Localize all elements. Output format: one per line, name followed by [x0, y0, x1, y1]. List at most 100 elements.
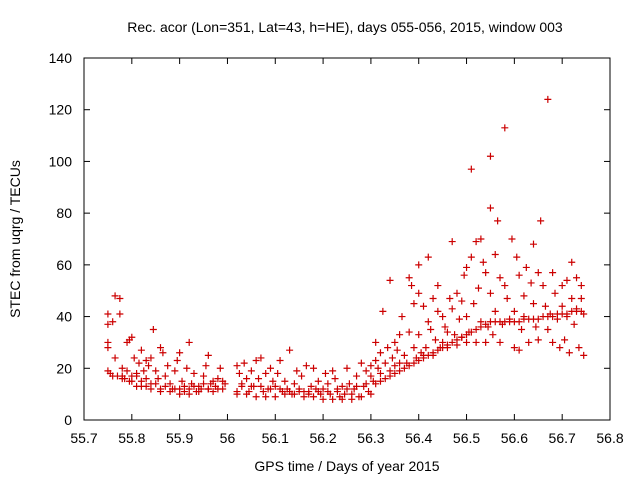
data-point	[219, 377, 227, 385]
data-point	[558, 282, 566, 290]
data-point	[486, 289, 494, 297]
data-point	[534, 336, 542, 344]
data-point	[501, 282, 509, 290]
plot-frame	[83, 57, 611, 421]
data-point	[434, 307, 442, 315]
x-axis-label: GPS time / Days of year 2015	[254, 458, 439, 474]
data-point	[252, 393, 260, 401]
data-point	[424, 318, 432, 326]
data-point	[534, 269, 542, 277]
data-point	[204, 385, 212, 393]
data-point	[149, 326, 157, 333]
data-point	[405, 362, 413, 370]
y-tick-label: 60	[56, 257, 72, 273]
data-point	[515, 271, 523, 279]
data-point	[491, 251, 499, 259]
data-point	[243, 390, 251, 398]
data-point	[178, 377, 186, 385]
data-point	[362, 367, 370, 375]
data-point	[266, 364, 274, 372]
data-point	[185, 390, 193, 398]
data-point	[467, 165, 475, 173]
y-tick-label: 20	[56, 360, 72, 376]
data-point	[247, 382, 255, 390]
data-point	[298, 372, 306, 380]
data-point	[563, 276, 571, 284]
data-point	[235, 369, 243, 377]
data-point	[276, 385, 284, 393]
y-tick-label: 140	[49, 50, 73, 66]
data-point	[180, 382, 188, 390]
data-point	[111, 292, 119, 300]
data-point	[362, 380, 370, 388]
data-point	[424, 351, 432, 359]
x-tick-label: 56.2	[309, 430, 336, 446]
data-point	[209, 377, 217, 385]
data-point	[396, 331, 404, 339]
data-point	[494, 217, 502, 225]
data-point	[372, 338, 380, 346]
data-point	[216, 364, 224, 372]
data-point	[300, 393, 308, 401]
x-tick-label: 55.7	[70, 430, 97, 446]
data-point	[116, 294, 124, 302]
data-point	[439, 344, 447, 352]
data-point	[190, 369, 198, 377]
data-point	[424, 253, 432, 261]
data-point	[353, 372, 361, 380]
data-point	[137, 382, 145, 390]
data-point	[343, 364, 351, 372]
data-point	[345, 380, 353, 388]
data-point	[202, 362, 210, 370]
data-point	[405, 328, 413, 336]
data-point	[568, 258, 576, 266]
data-point	[472, 238, 480, 246]
data-point	[145, 362, 153, 370]
x-tick-label: 56.1	[262, 430, 289, 446]
data-point	[255, 375, 263, 383]
data-point	[171, 367, 179, 375]
data-point	[522, 263, 530, 271]
data-point	[410, 344, 418, 352]
data-point	[393, 346, 401, 354]
data-point	[176, 349, 184, 357]
data-point	[400, 351, 408, 359]
x-tick-label: 56.3	[357, 430, 384, 446]
data-point	[295, 388, 303, 396]
data-point	[262, 393, 270, 401]
data-point	[477, 235, 485, 243]
data-point	[460, 271, 468, 279]
data-point	[333, 385, 341, 393]
data-point	[290, 380, 298, 388]
data-point	[271, 393, 279, 401]
data-point	[441, 323, 449, 331]
data-point	[455, 315, 463, 323]
data-point	[166, 380, 174, 388]
data-point	[305, 388, 313, 396]
data-point	[376, 369, 384, 377]
data-point	[577, 282, 585, 290]
data-point	[290, 390, 298, 398]
data-point	[118, 375, 126, 383]
data-point	[118, 364, 126, 372]
data-point	[159, 349, 167, 357]
data-point	[458, 333, 466, 341]
data-point	[135, 359, 143, 367]
data-point	[329, 395, 337, 403]
data-point	[448, 305, 456, 313]
x-tick-label: 56.7	[549, 430, 576, 446]
data-point	[410, 359, 418, 367]
data-point	[537, 217, 545, 225]
data-point	[152, 380, 160, 388]
data-point	[486, 204, 494, 212]
data-point	[451, 331, 459, 339]
data-point	[453, 289, 461, 297]
data-point	[551, 289, 559, 297]
data-point	[243, 375, 251, 383]
data-point	[173, 357, 181, 365]
data-point	[161, 372, 169, 380]
data-point	[489, 331, 497, 339]
data-point	[515, 318, 523, 326]
data-point	[544, 326, 552, 333]
data-point	[376, 377, 384, 385]
